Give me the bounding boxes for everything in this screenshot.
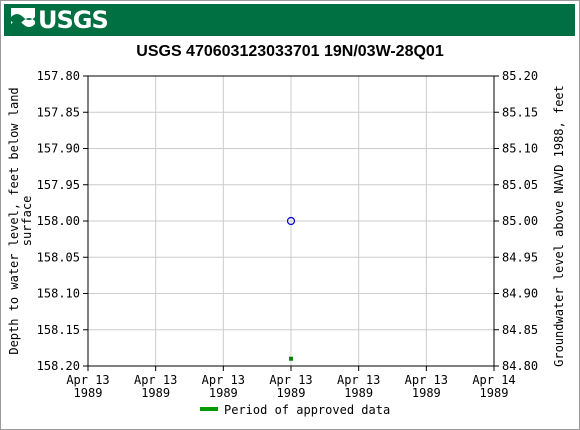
right-tick-label: 85.00: [502, 214, 538, 228]
left-tick-label: 158.00: [37, 214, 80, 228]
x-tick-label-date: Apr 13: [269, 373, 312, 387]
x-tick-label-year: 1989: [344, 386, 373, 400]
right-tick-label: 85.10: [502, 142, 538, 156]
y-axis-left-label-line1: Depth to water level, feet below land: [7, 87, 21, 354]
right-tick-label: 84.90: [502, 287, 538, 301]
left-tick-label: 158.20: [37, 359, 80, 373]
x-tick-label-date: Apr 13: [134, 373, 177, 387]
usgs-banner: USGS: [4, 4, 575, 36]
data-marks: [286, 216, 296, 361]
x-tick-label-date: Apr 14: [472, 373, 515, 387]
left-tick-label: 157.80: [37, 69, 80, 83]
x-tick-label-date: Apr 13: [66, 373, 109, 387]
right-tick-label: 84.85: [502, 323, 538, 337]
approved-period-marker: [289, 356, 293, 361]
x-tick-label-date: Apr 13: [202, 373, 245, 387]
left-tick-label: 157.90: [37, 142, 80, 156]
left-tick-label: 157.85: [37, 105, 80, 119]
usgs-logo: USGS: [11, 6, 109, 34]
right-axis: 85.20 85.15 85.10 85.05 85.00 84.95 84.90 84.85…: [494, 69, 538, 373]
grid-lines: [88, 76, 494, 366]
left-tick-label: 158.15: [37, 323, 80, 337]
usgs-logo-text: USGS: [38, 6, 109, 34]
x-tick-label-year: 1989: [141, 386, 170, 400]
left-tick-label: 158.10: [37, 287, 80, 301]
x-tick-label-year: 1989: [209, 386, 238, 400]
x-tick-label-year: 1989: [277, 386, 306, 400]
right-tick-label: 85.20: [502, 69, 538, 83]
right-tick-label: 84.80: [502, 359, 538, 373]
right-tick-label: 85.05: [502, 178, 538, 192]
x-tick-label-year: 1989: [74, 386, 103, 400]
y-axis-left-label-line2: surface: [20, 196, 34, 247]
usgs-wave-icon: [11, 8, 35, 32]
left-tick-label: 157.95: [37, 178, 80, 192]
x-tick-label-year: 1989: [480, 386, 509, 400]
measurement-point: [286, 216, 296, 226]
left-tick-label: 158.05: [37, 250, 80, 264]
x-tick-label-year: 1989: [412, 386, 441, 400]
right-tick-label: 85.15: [502, 105, 538, 119]
right-tick-label: 84.95: [502, 250, 538, 264]
x-tick-label-date: Apr 13: [405, 373, 448, 387]
y-axis-right-label: Groundwater level above NAVD 1988, feet: [552, 85, 566, 367]
legend-label: Period of approved data: [224, 403, 390, 417]
left-axis: 157.80 157.85 157.90 157.95 158.00 158.05 158.…: [37, 69, 88, 373]
legend-swatch: [200, 407, 218, 411]
chart-title: USGS 470603123033701 19N/03W-28Q01: [136, 43, 444, 60]
x-tick-label-date: Apr 13: [337, 373, 380, 387]
